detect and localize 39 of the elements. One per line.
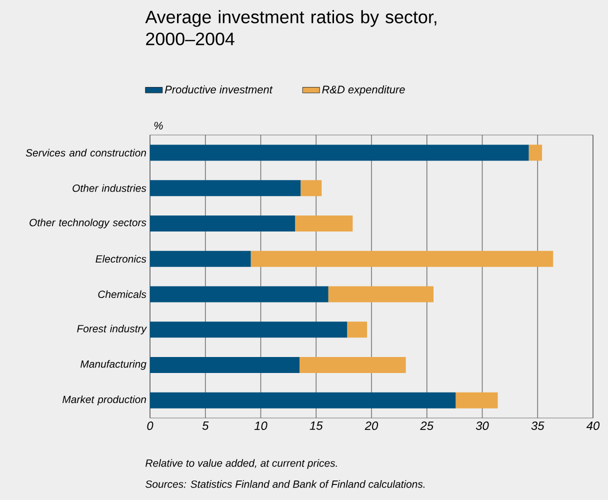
x-tick-label: 10: [254, 422, 268, 430]
legend-label: R&D expenditure: [322, 85, 405, 96]
bar: [295, 215, 353, 232]
x-tick-label: 20: [364, 422, 378, 430]
bar: [150, 322, 348, 338]
bar: [150, 215, 296, 232]
bar: [150, 356, 300, 373]
bar: [300, 356, 406, 373]
bar: [150, 392, 456, 408]
x-tick-label: 40: [586, 422, 600, 430]
x-tick-label: 0: [147, 422, 154, 430]
chart-title: Average investment ratios by sector, 2000–2004: [145, 10, 436, 46]
y-tick-label: Forest industry: [77, 324, 147, 334]
x-tick-label: 5: [202, 422, 209, 430]
y-tick-label: Other technology sectors: [30, 218, 146, 228]
x-tick-label: 30: [476, 422, 489, 430]
x-tick-label: 25: [420, 422, 434, 430]
text: Relative to value added, at current prices.: [146, 459, 337, 469]
y-tick-label: Other industries: [72, 184, 146, 192]
legend-label: Productive investment: [164, 85, 273, 94]
x-axis-title: %: [154, 122, 163, 130]
source-note: Sources: Statistics Finland and Bank of Finland calculations.: [146, 480, 425, 488]
y-tick-label: Chemicals: [98, 290, 146, 298]
bar: [150, 144, 529, 161]
bar: [250, 250, 554, 267]
bar: [150, 286, 328, 302]
y-tick-label: Electronics: [96, 254, 146, 263]
bar: [456, 392, 498, 408]
y-tick-label: Market production: [62, 395, 146, 406]
y-tick-label: Manufacturing: [80, 360, 146, 370]
bar: [347, 322, 368, 338]
bar: [150, 250, 251, 267]
bar: [150, 180, 301, 196]
bar: [328, 286, 434, 302]
bar: [528, 144, 542, 161]
x-tick-label: 15: [310, 422, 323, 430]
y-tick-label: Services and construction: [26, 148, 146, 157]
x-tick-label: 35: [531, 422, 544, 430]
bar: [300, 180, 322, 196]
